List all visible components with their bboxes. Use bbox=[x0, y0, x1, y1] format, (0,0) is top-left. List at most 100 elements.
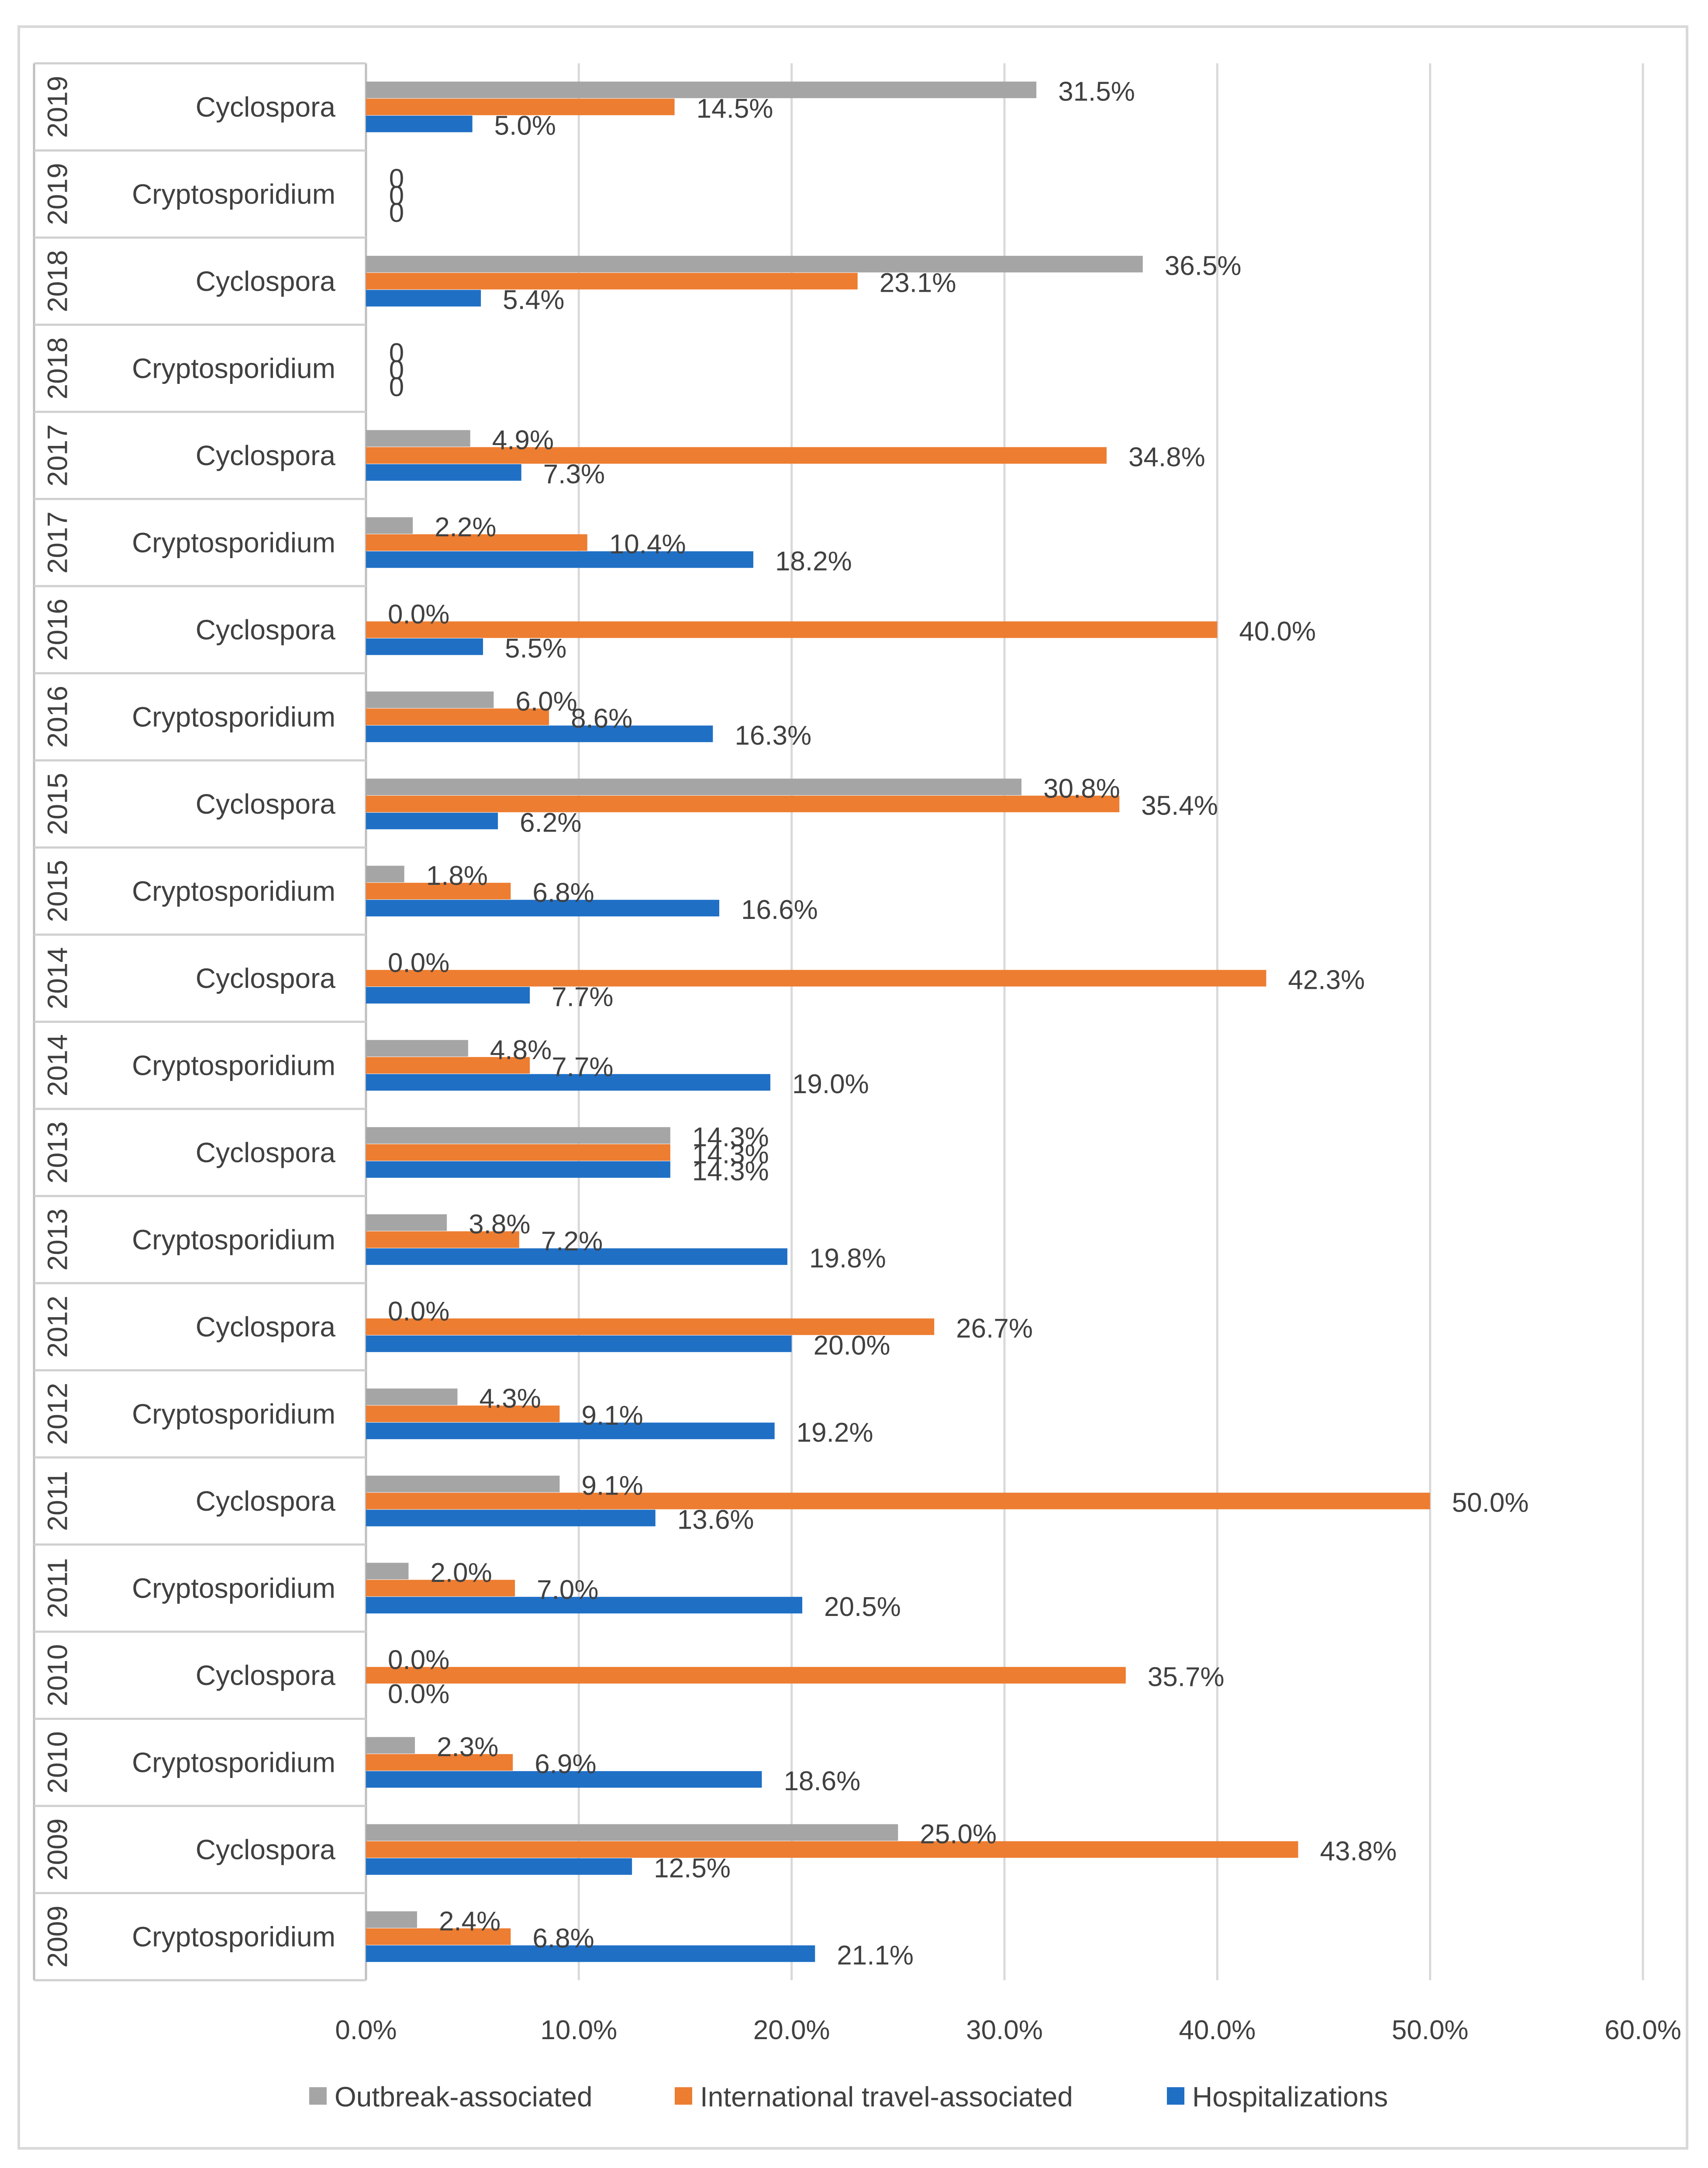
x-tick-label: 30.0% bbox=[966, 2015, 1043, 2045]
data-label: 10.4% bbox=[609, 529, 686, 559]
data-label: 7.3% bbox=[543, 459, 605, 489]
data-label: 2.4% bbox=[439, 1906, 500, 1937]
x-axis-ticks: 0.0% 10.0% 20.0% 30.0% 40.0% 50.0% 60.0% bbox=[335, 2015, 1681, 2045]
data-label: 0 bbox=[389, 355, 404, 385]
category-pathogen-label: Cyclospora bbox=[196, 91, 336, 123]
category-year-label: 2016 bbox=[42, 599, 73, 661]
data-label: 18.2% bbox=[775, 546, 852, 577]
bar-international-travel-associated bbox=[366, 273, 858, 290]
category-year-label: 2019 bbox=[42, 163, 73, 225]
data-label: 6.9% bbox=[535, 1749, 596, 1779]
category-pathogen-label: Cryptosporidium bbox=[132, 1572, 335, 1604]
bar-hospitalizations bbox=[366, 725, 713, 742]
data-label: 25.0% bbox=[920, 1819, 997, 1849]
legend-label: Outbreak-associated bbox=[335, 2081, 593, 2113]
category-year-label: 2013 bbox=[42, 1208, 73, 1270]
bar-hospitalizations bbox=[366, 464, 521, 481]
bar-hospitalizations bbox=[366, 1335, 792, 1352]
data-label: 18.6% bbox=[783, 1766, 860, 1796]
bar-international-travel-associated bbox=[366, 447, 1107, 464]
data-label: 2.0% bbox=[430, 1558, 492, 1588]
bar-outbreak-associated bbox=[366, 1563, 409, 1580]
category-pathogen-label: Cyclospora bbox=[196, 1660, 336, 1691]
legend-swatch bbox=[675, 2087, 692, 2105]
bar-hospitalizations bbox=[366, 1248, 787, 1265]
data-label: 40.0% bbox=[1239, 616, 1316, 646]
bar-outbreak-associated bbox=[366, 1824, 898, 1841]
bar-hospitalizations bbox=[366, 1597, 803, 1614]
data-label: 19.8% bbox=[809, 1243, 886, 1274]
x-tick-label: 0.0% bbox=[335, 2015, 397, 2045]
bar-international-travel-associated bbox=[366, 1580, 515, 1597]
bar-international-travel-associated bbox=[366, 1841, 1298, 1858]
bar-hospitalizations bbox=[366, 987, 530, 1004]
data-label: 14.3% bbox=[692, 1122, 769, 1152]
category-year-label: 2011 bbox=[42, 1471, 73, 1531]
category-pathogen-label: Cyclospora bbox=[196, 1834, 336, 1865]
bar-outbreak-associated bbox=[366, 1127, 670, 1144]
data-label: 0 bbox=[389, 198, 404, 228]
data-label: 4.8% bbox=[490, 1035, 552, 1065]
data-label: 14.3% bbox=[692, 1156, 769, 1186]
legend-swatch bbox=[309, 2087, 327, 2105]
data-label: 7.2% bbox=[541, 1226, 603, 1257]
bar-outbreak-associated bbox=[366, 1911, 417, 1928]
category-pathogen-label: Cryptosporidium bbox=[132, 1049, 335, 1081]
bar-outbreak-associated bbox=[366, 1388, 458, 1405]
category-pathogen-label: Cryptosporidium bbox=[132, 178, 335, 210]
bar-outbreak-associated bbox=[366, 517, 413, 534]
bar-outbreak-associated bbox=[366, 1475, 560, 1492]
bar-international-travel-associated bbox=[366, 1057, 530, 1074]
category-pathogen-label: Cryptosporidium bbox=[132, 1921, 335, 1952]
category-year-label: 2012 bbox=[42, 1383, 73, 1445]
bar-hospitalizations bbox=[366, 551, 753, 568]
x-tick-label: 40.0% bbox=[1179, 2015, 1256, 2045]
data-label: 16.6% bbox=[741, 895, 818, 925]
bar-international-travel-associated bbox=[366, 621, 1218, 638]
data-label: 43.8% bbox=[1320, 1836, 1397, 1866]
bar-international-travel-associated bbox=[366, 883, 511, 900]
data-label: 35.4% bbox=[1141, 791, 1218, 821]
category-pathogen-label: Cyclospora bbox=[196, 440, 336, 471]
bar-outbreak-associated bbox=[366, 691, 494, 708]
category-year-label: 2009 bbox=[42, 1819, 73, 1881]
bar-hospitalizations bbox=[366, 1422, 775, 1440]
data-label: 0.0% bbox=[388, 1679, 449, 1709]
category-year-label: 2010 bbox=[42, 1644, 73, 1706]
bar-international-travel-associated bbox=[366, 970, 1266, 987]
x-tick-label: 60.0% bbox=[1604, 2015, 1681, 2045]
bar-outbreak-associated bbox=[366, 1214, 447, 1231]
bar-hospitalizations bbox=[366, 115, 473, 132]
bar-international-travel-associated bbox=[366, 1667, 1126, 1684]
data-label: 9.1% bbox=[581, 1401, 643, 1431]
data-label: 0.0% bbox=[388, 599, 449, 629]
chart-frame bbox=[17, 25, 1688, 2150]
data-label: 6.8% bbox=[532, 1923, 594, 1954]
data-label: 0.0% bbox=[388, 1645, 449, 1675]
data-label: 20.5% bbox=[824, 1592, 901, 1622]
data-label: 35.7% bbox=[1148, 1662, 1225, 1692]
bar-international-travel-associated bbox=[366, 98, 675, 115]
category-pathogen-label: Cryptosporidium bbox=[132, 875, 335, 907]
bar-outbreak-associated bbox=[366, 866, 404, 883]
gridlines bbox=[577, 63, 1644, 1980]
category-pathogen-label: Cyclospora bbox=[196, 1311, 336, 1343]
category-pathogen-label: Cyclospora bbox=[196, 1485, 336, 1517]
category-year-label: 2018 bbox=[42, 250, 73, 312]
category-pathogen-label: Cryptosporidium bbox=[132, 1747, 335, 1778]
category-year-label: 2014 bbox=[42, 947, 73, 1009]
category-pathogen-label: Cryptosporidium bbox=[132, 352, 335, 384]
data-label: 42.3% bbox=[1288, 965, 1365, 995]
category-pathogen-label: Cyclospora bbox=[196, 266, 336, 297]
data-labels: 31.5%14.5%5.0%00036.5%23.1%5.4%0004.9%34… bbox=[388, 76, 1529, 1971]
data-label: 0.0% bbox=[388, 1296, 449, 1326]
category-axis: 2019 Cyclospora 2019 Cryptosporidium 2018 Cyc… bbox=[33, 62, 367, 1982]
bar-outbreak-associated bbox=[366, 430, 470, 447]
data-label: 13.6% bbox=[677, 1505, 754, 1535]
bar-international-travel-associated bbox=[366, 1144, 670, 1161]
data-label: 19.0% bbox=[792, 1069, 869, 1099]
bar-international-travel-associated bbox=[366, 708, 549, 725]
bar-international-travel-associated bbox=[366, 1754, 513, 1771]
data-label: 21.1% bbox=[837, 1940, 914, 1971]
category-pathogen-label: Cyclospora bbox=[196, 614, 336, 646]
